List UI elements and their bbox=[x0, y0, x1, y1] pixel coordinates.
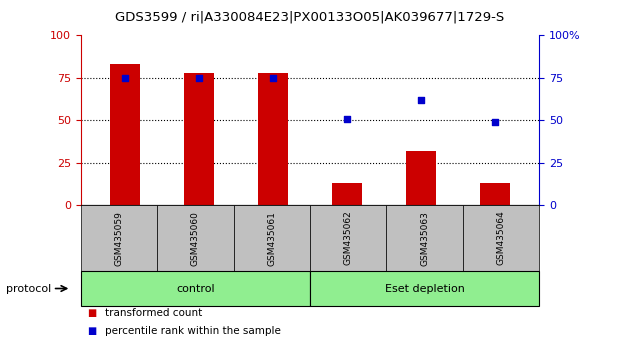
Text: transformed count: transformed count bbox=[105, 308, 203, 318]
Bar bbox=[258, 73, 288, 205]
Bar bbox=[184, 73, 214, 205]
Text: percentile rank within the sample: percentile rank within the sample bbox=[105, 326, 281, 336]
Bar bbox=[480, 183, 510, 205]
Text: GSM435062: GSM435062 bbox=[343, 211, 353, 266]
Point bbox=[490, 119, 500, 125]
Bar bbox=[110, 64, 140, 205]
Text: GSM435064: GSM435064 bbox=[497, 211, 506, 266]
Bar bbox=[406, 151, 436, 205]
Point bbox=[194, 75, 204, 81]
Bar bbox=[332, 183, 362, 205]
Point bbox=[342, 116, 352, 121]
Text: GSM435059: GSM435059 bbox=[114, 211, 123, 266]
Point bbox=[416, 97, 426, 103]
Point bbox=[268, 75, 278, 81]
Text: protocol: protocol bbox=[6, 284, 51, 293]
Text: ■: ■ bbox=[87, 326, 96, 336]
Text: ■: ■ bbox=[87, 308, 96, 318]
Text: GDS3599 / ri|A330084E23|PX00133O05|AK039677|1729-S: GDS3599 / ri|A330084E23|PX00133O05|AK039… bbox=[115, 11, 505, 24]
Text: GSM435061: GSM435061 bbox=[267, 211, 277, 266]
Text: Eset depletion: Eset depletion bbox=[385, 284, 464, 293]
Text: control: control bbox=[176, 284, 215, 293]
Text: GSM435060: GSM435060 bbox=[191, 211, 200, 266]
Text: GSM435063: GSM435063 bbox=[420, 211, 429, 266]
Point bbox=[120, 75, 130, 81]
